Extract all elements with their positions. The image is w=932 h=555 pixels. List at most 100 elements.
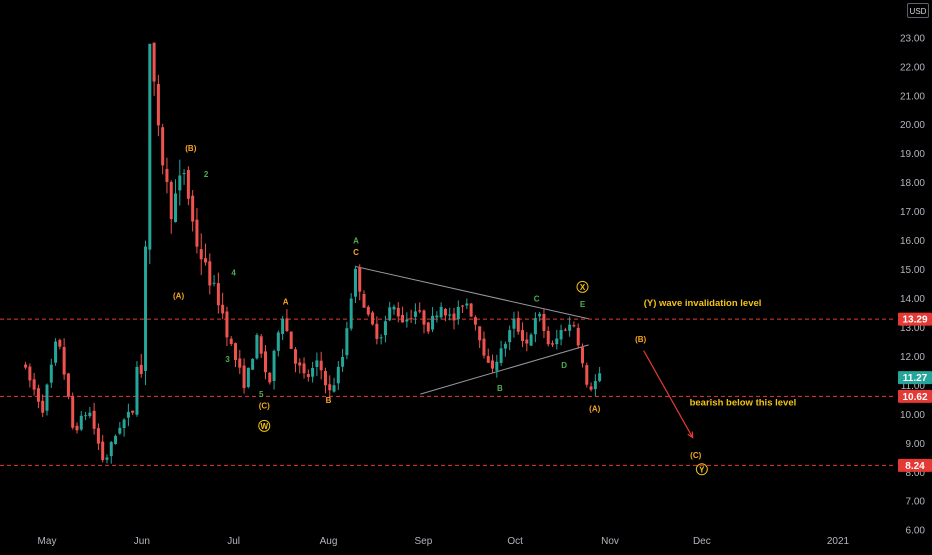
x-tick-label: May xyxy=(38,536,57,547)
candle-body xyxy=(49,364,53,383)
candle-body xyxy=(409,318,413,320)
y-tick-label: 18.00 xyxy=(900,178,925,189)
candle-body xyxy=(538,313,542,317)
projection-arrow xyxy=(643,350,694,438)
time-axis[interactable]: May Jun Jul Aug Sep Oct Nov Dec 2021 xyxy=(38,536,850,547)
y-tick-label: 11.00 xyxy=(901,381,926,392)
candle-body xyxy=(448,314,452,316)
wave-label-18: (B) xyxy=(635,335,646,344)
candle-body xyxy=(216,283,220,306)
y-tick-label: 10.00 xyxy=(900,410,925,421)
level-price-tag-2: 8.24 xyxy=(905,461,925,472)
candle-body xyxy=(285,318,289,332)
candle-body xyxy=(109,442,113,457)
candle-body xyxy=(401,314,405,323)
candle-body xyxy=(311,367,315,377)
candle-body xyxy=(178,175,182,191)
wave-label-5: 5 xyxy=(259,390,264,399)
candle-body xyxy=(521,330,525,342)
candle-body xyxy=(28,366,32,381)
candle-body xyxy=(546,330,550,345)
candle-body xyxy=(169,182,173,220)
candle-body xyxy=(161,127,165,166)
candle-body xyxy=(174,193,178,223)
x-tick-label: Jul xyxy=(227,536,240,547)
candle-body xyxy=(383,321,387,336)
wave-circle-16 xyxy=(576,280,589,293)
candle-body xyxy=(456,306,460,320)
candle-body xyxy=(54,341,58,363)
candle-body xyxy=(366,306,370,315)
candle-body xyxy=(503,343,507,349)
candle-body xyxy=(259,336,263,354)
candle-body xyxy=(491,360,495,369)
candle-body xyxy=(512,318,516,329)
candle-body xyxy=(225,311,229,338)
wave-label-7: W xyxy=(260,422,268,431)
y-tick-label: 6.00 xyxy=(906,526,926,537)
y-tick-label: 21.00 xyxy=(900,91,925,102)
candle-body xyxy=(345,328,349,356)
x-tick-label: Oct xyxy=(507,536,523,547)
candle-body xyxy=(469,303,473,317)
candle-body xyxy=(358,267,362,292)
y-tick-label: 19.00 xyxy=(900,149,925,160)
y-tick-label: 17.00 xyxy=(900,207,925,218)
candle-body xyxy=(332,385,336,392)
candle-body xyxy=(289,331,293,349)
wave-label-11: C xyxy=(353,248,359,257)
candlesticks xyxy=(24,42,602,464)
y-tick-label: 22.00 xyxy=(900,62,925,73)
x-tick-label: Dec xyxy=(693,536,711,547)
candle-body xyxy=(598,373,602,382)
trendline-0 xyxy=(355,266,589,320)
candle-body xyxy=(306,374,310,377)
candle-body xyxy=(542,314,546,331)
candle-body xyxy=(71,396,75,428)
wave-circle-7 xyxy=(258,419,271,432)
wave-label-1: (A) xyxy=(173,292,184,301)
candle-body xyxy=(353,268,357,297)
x-tick-label: Nov xyxy=(601,536,619,547)
candle-body xyxy=(135,366,139,415)
candle-body xyxy=(559,330,563,340)
candle-body xyxy=(551,343,555,345)
wave-circle-20 xyxy=(695,463,708,476)
candle-body xyxy=(191,195,195,222)
candle-body xyxy=(362,293,366,308)
horizontal-levels xyxy=(0,318,896,466)
candle-body xyxy=(576,327,580,346)
candle-body xyxy=(465,303,469,306)
candle-body xyxy=(114,435,118,444)
candle-body xyxy=(302,363,306,374)
candle-body xyxy=(229,338,233,344)
candle-body xyxy=(122,419,126,429)
candle-body xyxy=(58,339,62,347)
candle-body xyxy=(431,315,435,330)
candle-body xyxy=(32,379,36,390)
y-tick-label: 7.00 xyxy=(906,497,926,508)
y-tick-label: 9.00 xyxy=(906,439,926,450)
currency-badge[interactable]: USD xyxy=(907,3,929,18)
candle-body xyxy=(349,298,353,329)
price-axis[interactable]: 6.00 7.00 8.00 9.00 10.00 11.00 12.00 13.00 14.0… xyxy=(900,33,925,536)
candle-body xyxy=(486,356,490,363)
candle-body xyxy=(435,315,439,318)
wave-label-14: D xyxy=(561,361,567,370)
candle-body xyxy=(422,310,426,325)
y-tick-label: 12.00 xyxy=(900,352,925,363)
candle-body xyxy=(156,84,160,126)
candle-body xyxy=(473,317,477,325)
wave-label-8: A xyxy=(283,297,289,306)
candle-body xyxy=(563,329,567,331)
candle-body xyxy=(405,319,409,322)
x-tick-label: Jun xyxy=(134,536,150,547)
triangle-trendlines xyxy=(355,266,589,395)
candle-body xyxy=(208,261,212,286)
candle-body xyxy=(45,384,49,411)
current-price-tag-bg xyxy=(898,371,932,385)
candle-body xyxy=(323,370,327,386)
